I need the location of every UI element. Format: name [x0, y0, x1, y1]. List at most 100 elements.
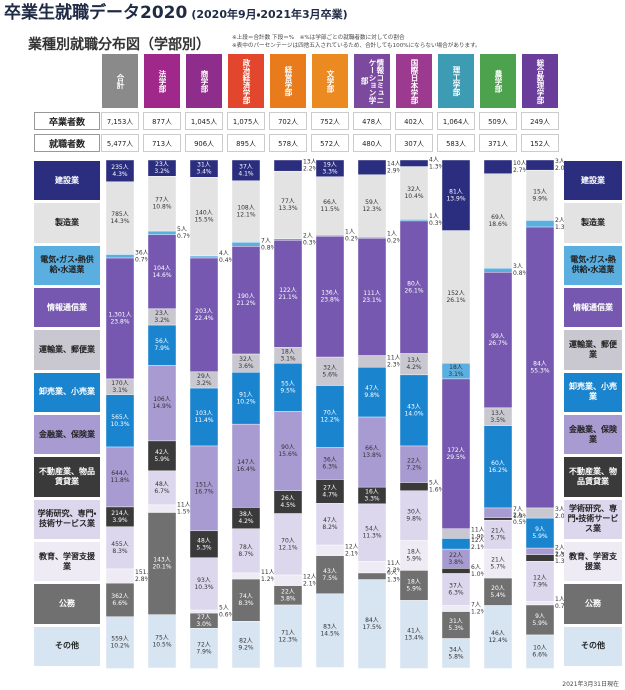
value-label: 3.0% — [196, 621, 212, 628]
value-label: 55.3% — [530, 368, 549, 375]
bar-segment — [273, 159, 303, 172]
value-label: 16.7% — [194, 488, 213, 495]
count-label: 7人 — [261, 237, 271, 244]
value-label: 0.2% — [387, 238, 403, 245]
value-label: 10.5% — [152, 641, 171, 648]
value-label: 14.5% — [320, 631, 339, 638]
stat-value: 583人 — [437, 134, 475, 152]
value-label: 14.3% — [110, 218, 129, 225]
value-label: 2.0% — [555, 513, 571, 520]
value-label: 6.3% — [322, 464, 338, 471]
count-label: 31人 — [197, 162, 211, 169]
count-label: 1人 — [429, 213, 439, 220]
value-label: 2.1% — [303, 580, 319, 587]
count-label: 84人 — [533, 361, 547, 368]
row-label: 電気・ガス・熱供給・水道業 — [564, 245, 622, 285]
bar-segment — [441, 611, 471, 639]
value-label: 2.8% — [135, 576, 151, 583]
count-label: 29人 — [197, 373, 211, 380]
count-label: 1人 — [345, 229, 355, 236]
count-label: 43人 — [407, 403, 421, 410]
value-label: 5.3% — [448, 625, 464, 632]
count-label: 2人 — [303, 233, 313, 240]
bar-segment — [357, 367, 387, 418]
count-label: 70人 — [281, 537, 295, 544]
bar-segment — [483, 272, 513, 409]
bar-segment — [525, 517, 555, 549]
value-label: 2.7% — [513, 167, 529, 174]
value-label: 3.6% — [238, 363, 254, 370]
value-label: 3.8% — [280, 595, 296, 602]
stat-value: 478人 — [353, 112, 391, 130]
bar-segment — [315, 447, 345, 480]
count-label: 15人 — [533, 188, 547, 195]
count-label: 9人 — [535, 526, 545, 533]
count-label: 1,301人 — [108, 311, 131, 318]
value-label: 1.0% — [471, 571, 487, 578]
count-label: 32人 — [239, 356, 253, 363]
count-label: 11人 — [471, 527, 485, 534]
bar-segment — [441, 378, 471, 530]
value-label: 13.4% — [404, 634, 423, 641]
stat-label: 就職者数 — [34, 134, 100, 152]
value-label: 11.5% — [320, 206, 339, 213]
count-label: 21人 — [491, 557, 505, 564]
count-label: 47人 — [323, 517, 337, 524]
count-label: 55人 — [281, 380, 295, 387]
bar-segment — [315, 555, 345, 595]
value-label: 26.1% — [404, 287, 423, 294]
value-label: 2.1% — [345, 550, 361, 557]
bar-segment — [189, 557, 219, 611]
stat-value: 152人 — [521, 134, 559, 152]
value-label: 3.8% — [448, 559, 464, 566]
value-label: 0.8% — [261, 244, 277, 251]
row-label: 教育、学習支援業 — [34, 542, 100, 582]
value-label: 26.7% — [488, 340, 507, 347]
count-label: 82人 — [239, 638, 253, 645]
value-label: 9.2% — [238, 645, 254, 652]
value-label: 1.3% — [429, 163, 445, 170]
count-label: 10人 — [513, 160, 527, 167]
value-label: 5.9% — [154, 456, 170, 463]
bar-segment — [525, 547, 555, 555]
count-label: 565人 — [111, 414, 128, 421]
stat-value: 702人 — [269, 112, 307, 130]
count-label: 13人 — [303, 159, 317, 166]
column-header: 商学部 — [186, 54, 222, 108]
bar-segment — [147, 470, 177, 506]
bar-segment — [147, 504, 177, 513]
value-label: 1.9% — [513, 513, 529, 520]
column-header: 国際日本学部 — [396, 54, 432, 108]
bar-segment — [525, 226, 555, 509]
bar-segment — [315, 385, 345, 448]
value-label: 7.9% — [196, 648, 212, 655]
value-label: 9.8% — [364, 392, 380, 399]
count-label: 70人 — [323, 410, 337, 417]
bar-segment — [147, 365, 177, 442]
note: ※表中のパーセンテージは四捨五入されているため、合計しても100%にならない場合… — [232, 43, 481, 49]
value-label: 13.8% — [362, 452, 381, 459]
count-label: 41人 — [407, 627, 421, 634]
count-label: 27人 — [323, 484, 337, 491]
count-label: 14人 — [387, 160, 401, 167]
bar-segment — [399, 600, 429, 669]
bar-segment — [189, 628, 219, 669]
count-label: 11人 — [261, 569, 275, 576]
count-label: 172人 — [447, 447, 464, 454]
value-label: 3.1% — [112, 387, 128, 394]
count-label: 84人 — [365, 617, 379, 624]
value-label: 2.1% — [471, 544, 487, 551]
bar-segment — [357, 238, 387, 356]
count-label: 9人 — [535, 613, 545, 620]
stat-value: 578人 — [269, 134, 307, 152]
count-label: 72人 — [197, 641, 211, 648]
value-label: 9.9% — [532, 195, 548, 202]
count-label: 136人 — [321, 290, 338, 297]
column-header-text: 農学部 — [493, 69, 503, 93]
row-label: 金融業、保険業 — [564, 415, 622, 455]
count-label: 785人 — [111, 211, 128, 218]
bar-segment — [315, 503, 345, 546]
value-label: 5.4% — [490, 592, 506, 599]
